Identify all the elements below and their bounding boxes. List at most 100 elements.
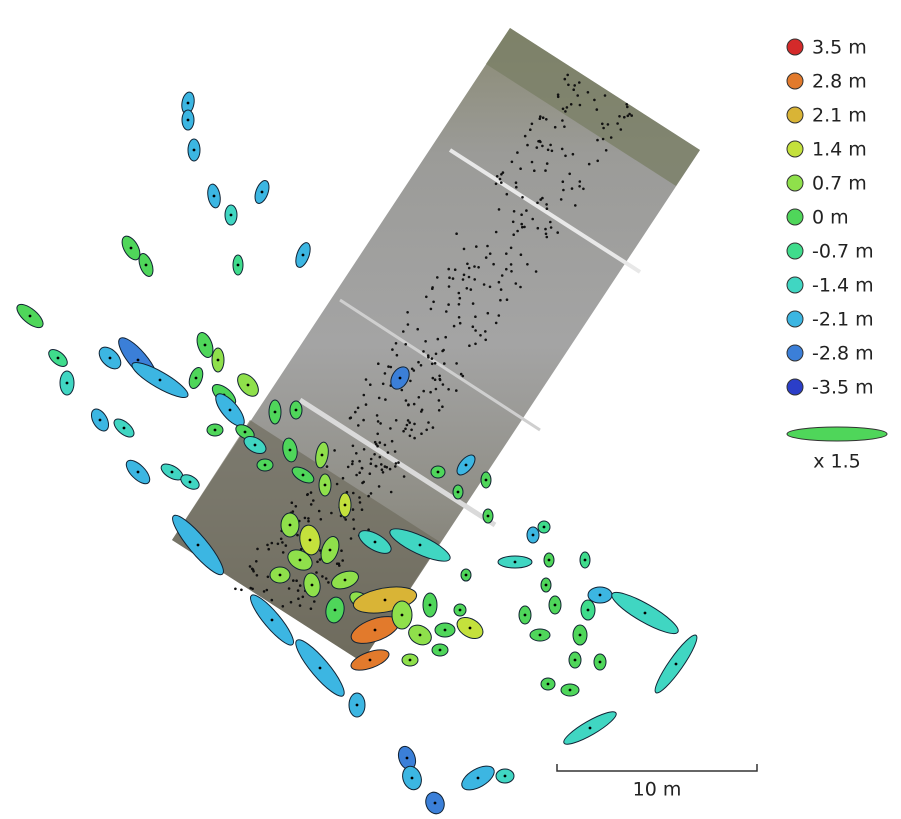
tie-point — [307, 520, 310, 523]
tie-point — [630, 114, 633, 117]
tie-point — [382, 383, 385, 386]
camera-center — [289, 449, 292, 452]
tie-point — [299, 584, 302, 587]
legend-label: -2.8 m — [812, 343, 874, 365]
tie-point — [489, 252, 492, 255]
tie-point — [302, 596, 305, 599]
camera-center — [109, 357, 112, 360]
tie-point — [403, 475, 406, 478]
tie-point — [438, 399, 441, 402]
camera-center — [547, 683, 550, 686]
tie-point — [365, 378, 368, 381]
tie-point — [463, 274, 466, 277]
camera-center — [439, 649, 442, 652]
camera-center — [213, 195, 216, 198]
tie-point — [526, 263, 529, 266]
tie-point — [304, 517, 307, 520]
tie-point — [510, 263, 513, 266]
tie-point — [297, 597, 300, 600]
tie-point — [295, 505, 298, 508]
camera-center — [539, 634, 542, 637]
tie-point — [405, 399, 408, 402]
scale-label: x 1.5 — [813, 451, 861, 473]
tie-point — [413, 403, 416, 406]
camera-center — [569, 689, 572, 692]
tie-point — [574, 204, 577, 207]
tie-point — [425, 429, 428, 432]
tie-point — [474, 315, 477, 318]
tie-point — [544, 228, 547, 231]
tie-point — [459, 322, 462, 325]
tie-point — [394, 450, 397, 453]
legend-swatch — [787, 73, 803, 89]
tie-point — [541, 145, 544, 148]
camera-center — [579, 634, 582, 637]
tie-point — [417, 361, 420, 364]
tie-point — [432, 301, 435, 304]
tie-point — [570, 103, 573, 106]
tie-point — [535, 270, 538, 273]
camera-center — [465, 464, 468, 467]
tie-point — [384, 444, 387, 447]
tie-point — [455, 232, 458, 235]
tie-point — [325, 577, 328, 580]
camera-center — [311, 584, 314, 587]
camera-center — [399, 377, 402, 380]
tie-point — [374, 441, 377, 444]
tie-point — [579, 104, 582, 107]
tie-point — [256, 574, 259, 577]
tie-point — [439, 378, 442, 381]
tie-point — [567, 84, 570, 87]
tie-point — [285, 544, 288, 547]
tie-point — [554, 126, 557, 129]
tie-point — [605, 149, 608, 152]
tie-point — [520, 223, 523, 226]
tie-point — [420, 432, 423, 435]
camera-center — [217, 359, 220, 362]
tie-point — [252, 570, 255, 573]
tie-point — [499, 299, 502, 302]
tie-point — [513, 210, 516, 213]
tie-point — [406, 311, 409, 314]
tie-point — [357, 424, 360, 427]
tie-point — [473, 265, 476, 268]
tie-point — [357, 407, 360, 410]
tie-point — [413, 369, 416, 372]
tie-point — [566, 106, 569, 109]
tie-point — [389, 427, 392, 430]
tie-point — [299, 604, 302, 607]
legend-swatch — [787, 107, 803, 123]
tie-point — [556, 231, 559, 234]
camera-center — [237, 264, 240, 267]
tie-point — [359, 501, 362, 504]
tie-point — [525, 209, 528, 212]
tie-point — [444, 336, 447, 339]
tie-point — [549, 144, 552, 147]
camera-center — [334, 609, 337, 612]
tie-point — [512, 233, 515, 236]
camera-center — [187, 119, 190, 122]
tie-point — [492, 263, 495, 266]
camera-center — [57, 357, 60, 360]
tie-point — [498, 208, 501, 211]
camera-center — [543, 526, 546, 529]
tie-point — [352, 445, 355, 448]
tie-point — [395, 462, 398, 465]
legend-swatch — [787, 141, 803, 157]
tie-point — [315, 571, 318, 574]
tie-point — [510, 270, 513, 273]
tie-point — [545, 118, 548, 121]
tie-point — [367, 495, 370, 498]
tie-point — [536, 202, 539, 205]
tie-point — [593, 99, 596, 102]
tie-point — [519, 167, 522, 170]
tie-point — [596, 108, 599, 111]
tie-point — [333, 449, 336, 452]
tie-point — [413, 437, 416, 440]
tie-point — [416, 328, 419, 331]
tie-point — [271, 599, 274, 602]
legend-label: -3.5 m — [812, 377, 874, 399]
tie-point — [498, 314, 501, 317]
tie-point — [351, 463, 354, 466]
tie-point — [288, 587, 291, 590]
